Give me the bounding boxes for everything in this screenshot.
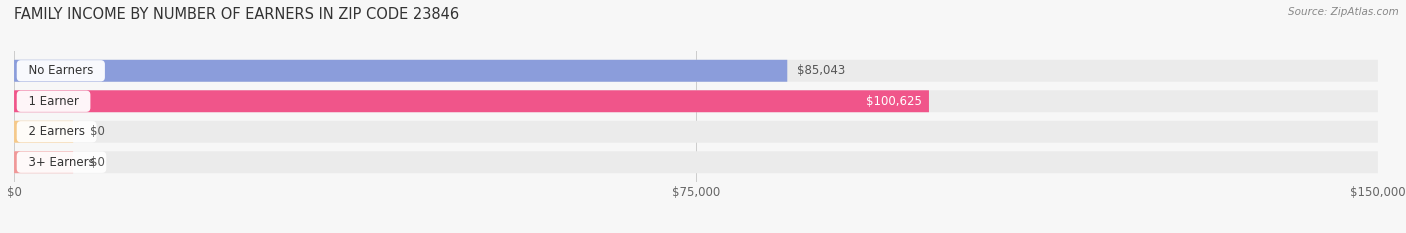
Text: $0: $0 — [90, 125, 104, 138]
Text: 3+ Earners: 3+ Earners — [21, 156, 103, 169]
Text: $100,625: $100,625 — [866, 95, 922, 108]
FancyBboxPatch shape — [14, 90, 929, 112]
Text: Source: ZipAtlas.com: Source: ZipAtlas.com — [1288, 7, 1399, 17]
Text: No Earners: No Earners — [21, 64, 101, 77]
FancyBboxPatch shape — [14, 121, 73, 143]
FancyBboxPatch shape — [14, 60, 1378, 82]
FancyBboxPatch shape — [14, 151, 73, 173]
FancyBboxPatch shape — [14, 151, 1378, 173]
Text: 2 Earners: 2 Earners — [21, 125, 93, 138]
Text: $0: $0 — [90, 156, 104, 169]
FancyBboxPatch shape — [14, 121, 1378, 143]
FancyBboxPatch shape — [14, 90, 1378, 112]
Text: FAMILY INCOME BY NUMBER OF EARNERS IN ZIP CODE 23846: FAMILY INCOME BY NUMBER OF EARNERS IN ZI… — [14, 7, 460, 22]
Text: 1 Earner: 1 Earner — [21, 95, 86, 108]
FancyBboxPatch shape — [14, 60, 787, 82]
Text: $85,043: $85,043 — [797, 64, 845, 77]
